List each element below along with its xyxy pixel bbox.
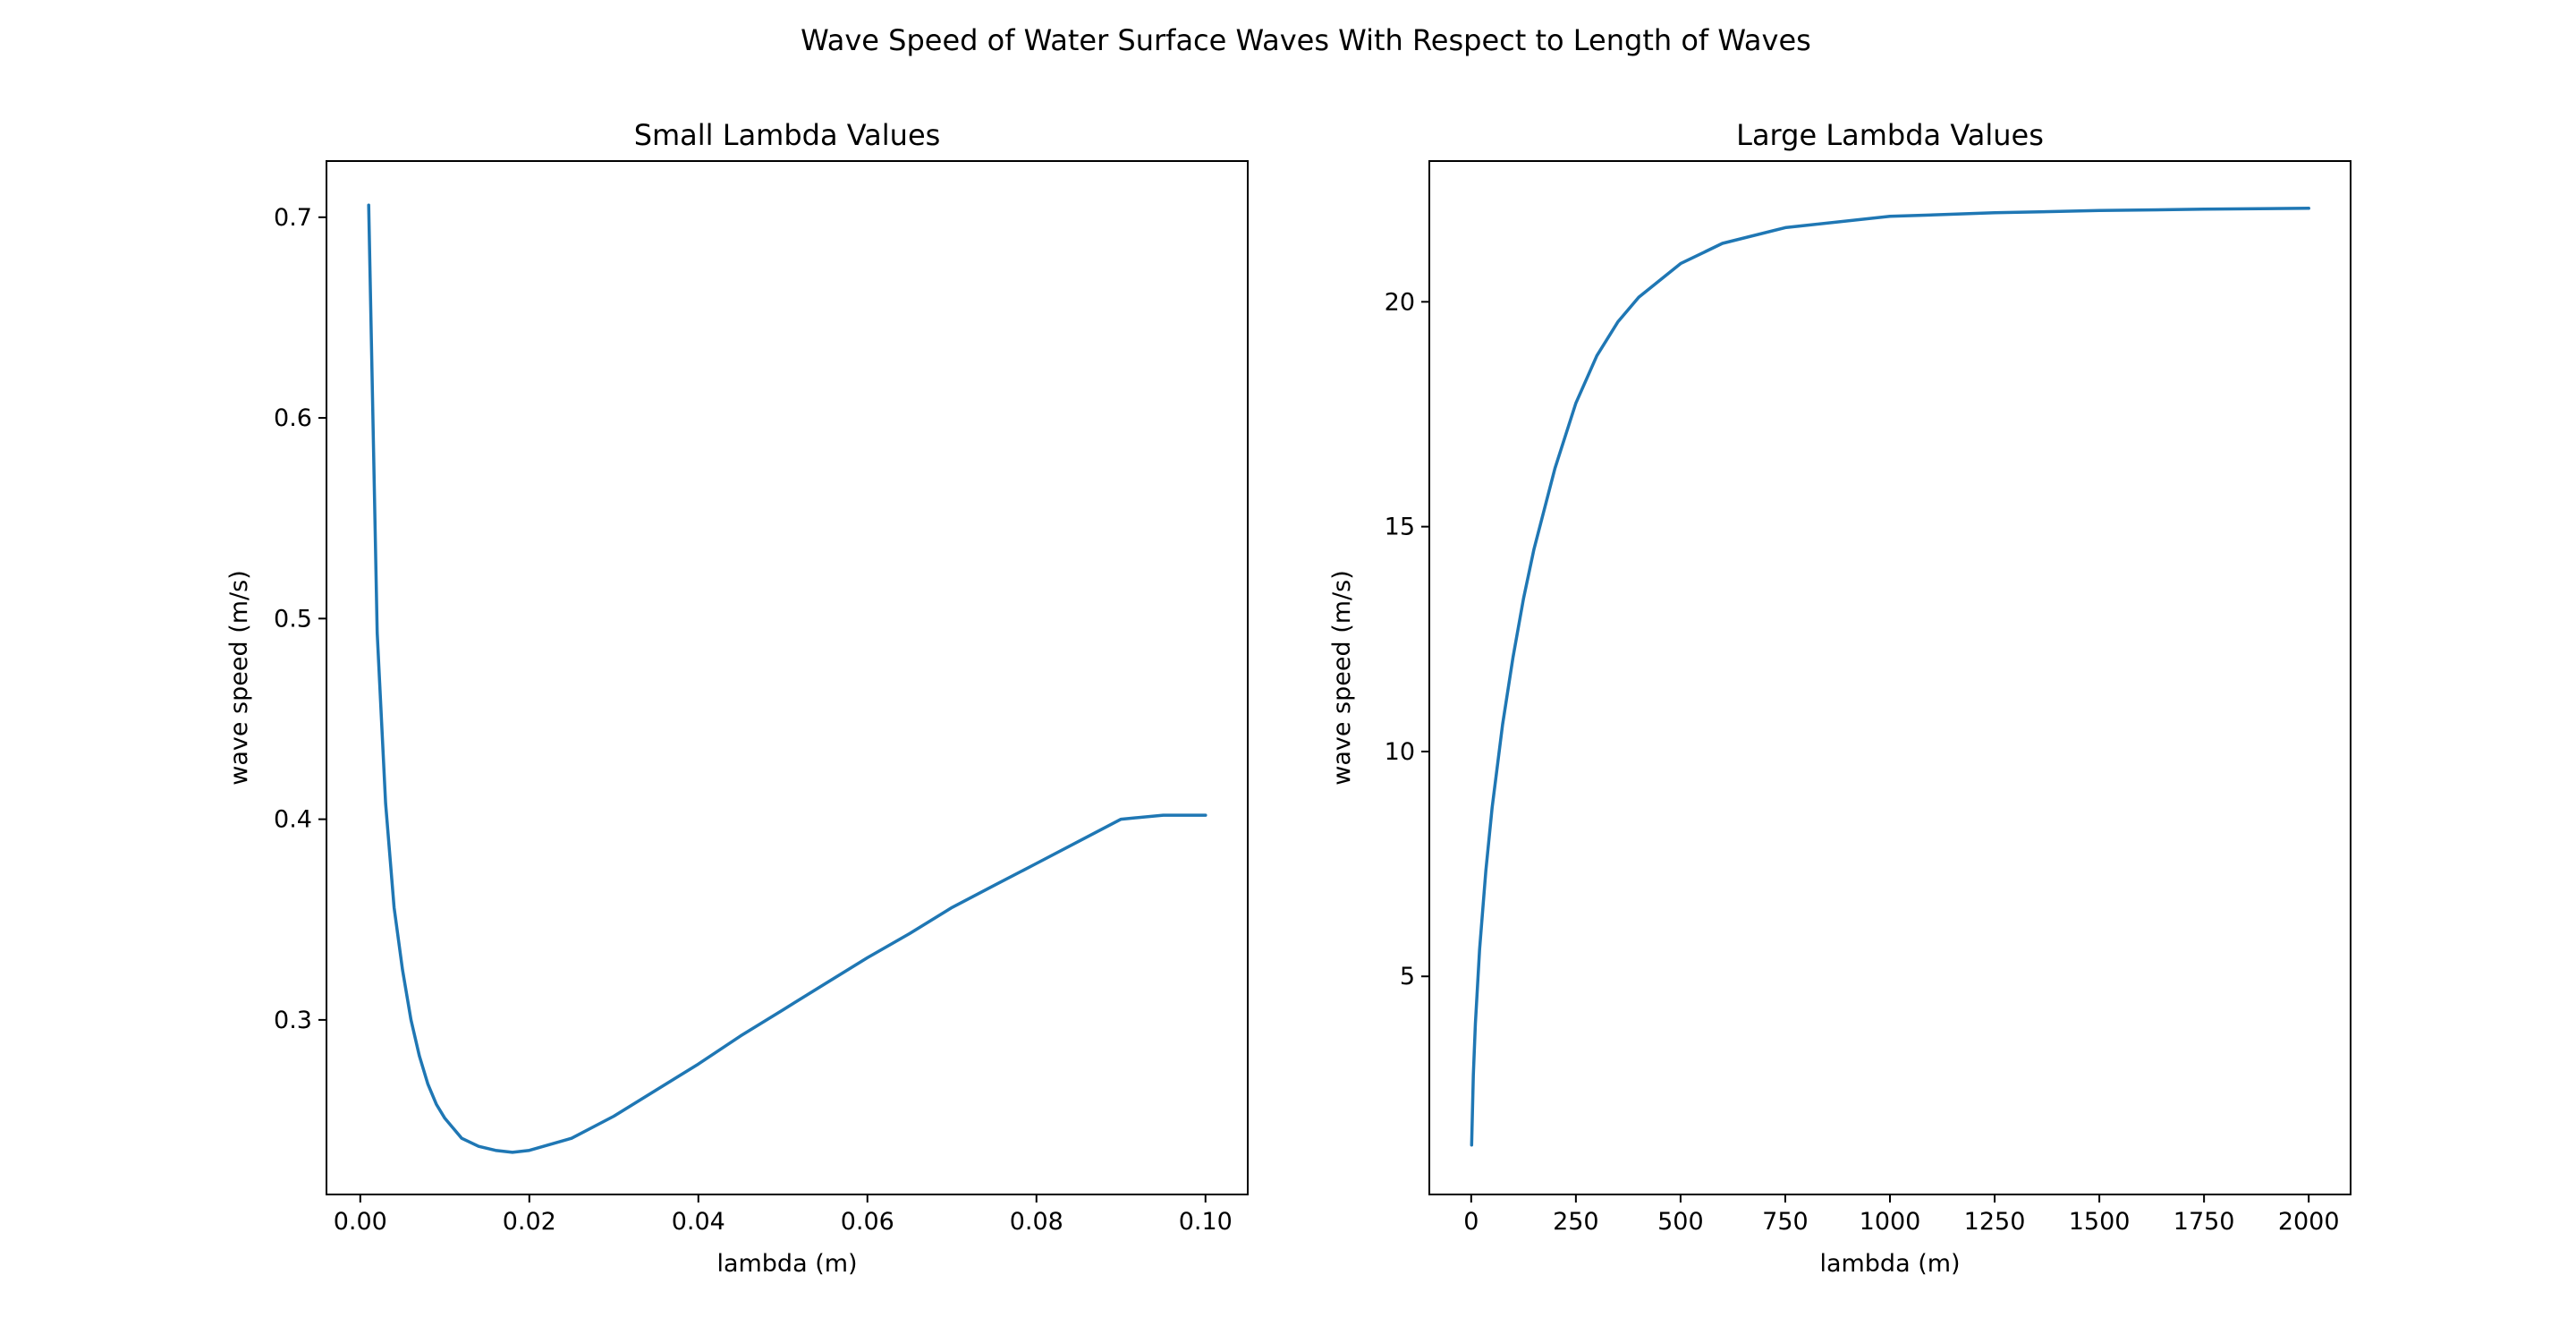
small-lambda-x-tick-label: 0.10 <box>1179 1208 1233 1236</box>
large-lambda-x-tick-label: 1750 <box>2174 1208 2235 1236</box>
small-lambda-y-tick-label: 0.3 <box>274 1007 312 1034</box>
large-lambda-y-tick-label: 20 <box>1385 288 1415 316</box>
large-lambda-y-axis-label: wave speed (m/s) <box>1328 570 1356 785</box>
large-lambda-panel: Large Lambda Values 0 250 500 750 1000 1250 150… <box>1328 118 2351 1278</box>
large-lambda-x-axis-label: lambda (m) <box>1819 1250 1960 1278</box>
large-lambda-x-tick-label: 1250 <box>1964 1208 2026 1236</box>
large-lambda-series-line <box>1470 207 2310 1147</box>
large-lambda-title: Large Lambda Values <box>1736 118 2044 152</box>
small-lambda-plot-frame <box>326 160 1249 1195</box>
small-lambda-y-tick-label: 0.5 <box>274 605 312 633</box>
large-lambda-x-tick-label: 0 <box>1463 1208 1479 1236</box>
small-lambda-panel: Small Lambda Values 0.00 0.02 0.04 0.06 0.08 0… <box>225 118 1249 1278</box>
small-lambda-x-tick-label: 0.00 <box>334 1208 387 1236</box>
small-lambda-title: Small Lambda Values <box>634 118 941 152</box>
large-lambda-x-tick-label: 1500 <box>2069 1208 2131 1236</box>
small-lambda-x-tick-label: 0.08 <box>1010 1208 1063 1236</box>
small-lambda-y-tick-label: 0.7 <box>274 204 312 232</box>
large-lambda-y-tick-label: 5 <box>1400 963 1415 990</box>
small-lambda-x-tick-label: 0.04 <box>672 1208 725 1236</box>
small-lambda-series-line <box>367 203 1208 1154</box>
large-lambda-plot-frame <box>1428 160 2351 1195</box>
large-lambda-x-tick-label: 250 <box>1553 1208 1599 1236</box>
figure-title: Wave Speed of Water Surface Waves With R… <box>801 23 1811 57</box>
small-lambda-y-tick-label: 0.4 <box>274 806 312 834</box>
small-lambda-x-axis-label: lambda (m) <box>716 1250 857 1278</box>
large-lambda-x-tick-label: 750 <box>1762 1208 1809 1236</box>
small-lambda-x-tick-label: 0.02 <box>503 1208 556 1236</box>
large-lambda-y-tick-label: 10 <box>1385 738 1415 766</box>
large-lambda-y-tick-label: 15 <box>1385 514 1415 541</box>
small-lambda-y-axis-label: wave speed (m/s) <box>225 570 253 785</box>
large-lambda-x-tick-label: 2000 <box>2278 1208 2340 1236</box>
large-lambda-x-tick-label: 500 <box>1657 1208 1704 1236</box>
small-lambda-x-tick-label: 0.06 <box>841 1208 894 1236</box>
large-lambda-x-tick-label: 1000 <box>1860 1208 1921 1236</box>
small-lambda-y-tick-label: 0.6 <box>274 404 312 432</box>
